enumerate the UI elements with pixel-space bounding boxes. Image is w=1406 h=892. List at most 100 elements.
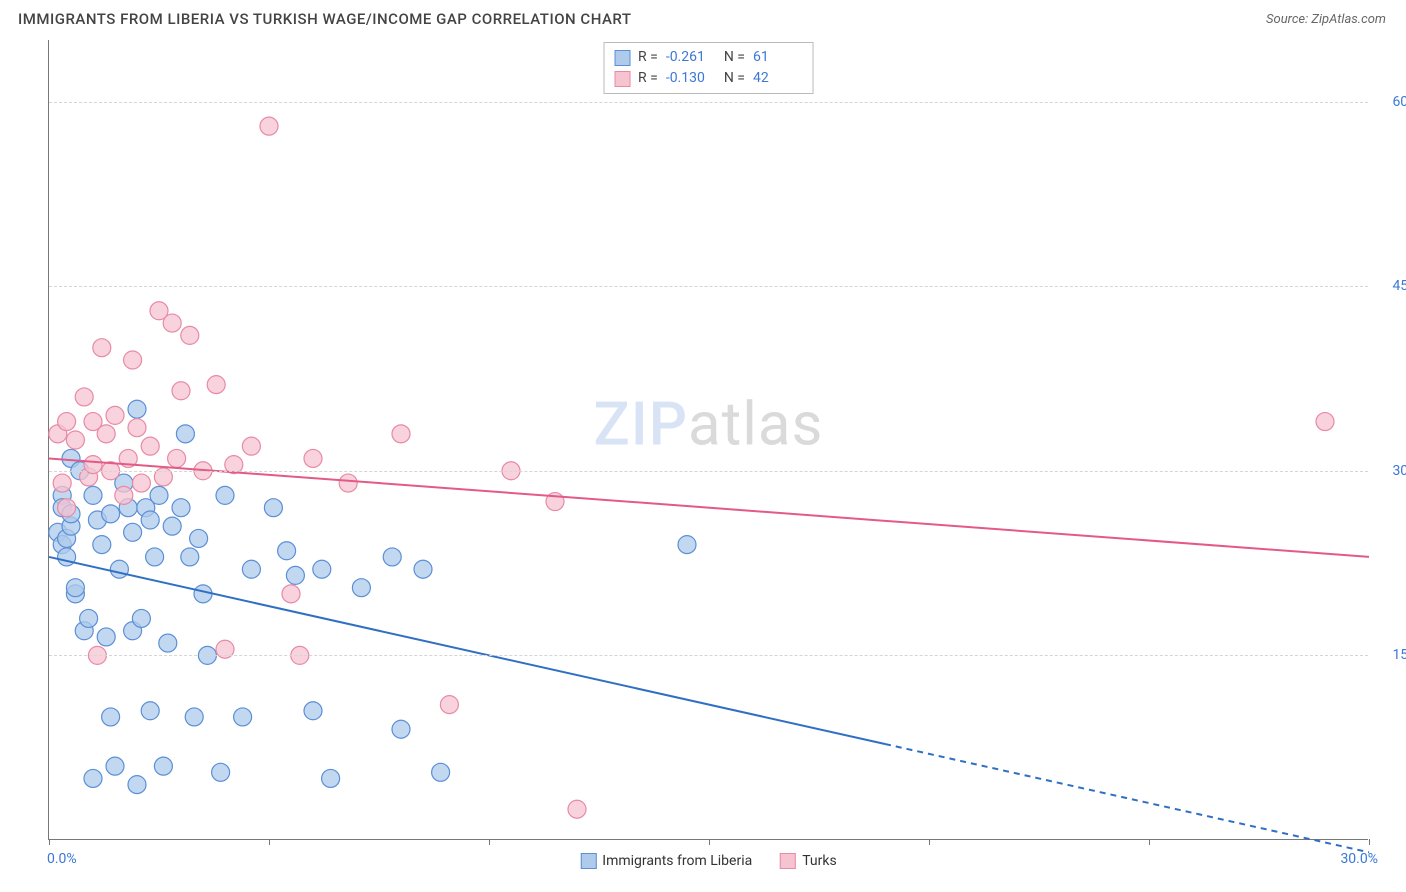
scatter-point (66, 579, 84, 597)
x-tick (49, 839, 50, 845)
scatter-point (128, 776, 146, 794)
scatter-point (383, 548, 401, 566)
series-legend: Immigrants from Liberia Turks (580, 853, 836, 869)
scatter-point (146, 548, 164, 566)
scatter-point (124, 351, 142, 369)
scatter-point (212, 763, 230, 781)
scatter-point (53, 474, 71, 492)
scatter-point (194, 585, 212, 603)
legend-swatch-liberia (580, 853, 596, 869)
x-tick (929, 839, 930, 845)
scatter-point (141, 437, 159, 455)
scatter-point (181, 548, 199, 566)
y-tick-label: 30.0% (1374, 463, 1406, 479)
x-tick (709, 839, 710, 845)
y-tick-label: 45.0% (1374, 278, 1406, 294)
scatter-point (141, 702, 159, 720)
scatter-point (322, 769, 340, 787)
scatter-point (216, 486, 234, 504)
scatter-point (80, 609, 98, 627)
scatter-point (154, 757, 172, 775)
scatter-point (132, 474, 150, 492)
scatter-point (106, 757, 124, 775)
x-tick (489, 839, 490, 845)
scatter-point (1316, 413, 1334, 431)
y-tick-label: 60.0% (1374, 94, 1406, 110)
scatter-point (58, 413, 76, 431)
scatter-point (97, 628, 115, 646)
legend-item-liberia: Immigrants from Liberia (580, 853, 752, 869)
scatter-point (124, 523, 142, 541)
scatter-point (102, 505, 120, 523)
scatter-point (58, 499, 76, 517)
scatter-point (242, 560, 260, 578)
scatter-point (352, 579, 370, 597)
scatter-point (304, 449, 322, 467)
scatter-point (159, 634, 177, 652)
x-axis-min-label: 0.0% (47, 851, 77, 867)
legend-label-liberia: Immigrants from Liberia (602, 853, 752, 869)
scatter-point (339, 474, 357, 492)
x-tick (1149, 839, 1150, 845)
gridline (49, 102, 1368, 103)
legend-item-turks: Turks (780, 853, 837, 869)
scatter-point (163, 314, 181, 332)
scatter-point (568, 800, 586, 818)
scatter-point (110, 560, 128, 578)
scatter-point (185, 708, 203, 726)
scatter-point (132, 609, 150, 627)
scatter-point (242, 437, 260, 455)
x-tick (269, 839, 270, 845)
scatter-point (234, 708, 252, 726)
scatter-point (84, 769, 102, 787)
trend-line (49, 557, 885, 744)
x-tick (1369, 839, 1370, 845)
scatter-point (75, 388, 93, 406)
gridline (49, 655, 1368, 656)
scatter-point (264, 499, 282, 517)
trend-line (49, 458, 1369, 556)
scatter-point (93, 536, 111, 554)
scatter-point (176, 425, 194, 443)
chart-title: IMMIGRANTS FROM LIBERIA VS TURKISH WAGE/… (18, 10, 632, 28)
scatter-point (181, 326, 199, 344)
scatter-point (128, 400, 146, 418)
scatter-svg (49, 40, 1368, 839)
scatter-point (172, 382, 190, 400)
scatter-point (432, 763, 450, 781)
scatter-point (190, 529, 208, 547)
scatter-point (84, 486, 102, 504)
trend-line-dashed (885, 744, 1369, 852)
scatter-point (141, 511, 159, 529)
scatter-point (278, 542, 296, 560)
x-axis-max-label: 30.0% (1340, 851, 1378, 867)
legend-swatch-turks (780, 853, 796, 869)
scatter-point (392, 720, 410, 738)
gridline (49, 471, 1368, 472)
source-label: Source: ZipAtlas.com (1266, 12, 1386, 27)
scatter-point (172, 499, 190, 517)
scatter-point (207, 376, 225, 394)
scatter-point (128, 419, 146, 437)
legend-label-turks: Turks (802, 853, 837, 869)
scatter-point (163, 517, 181, 535)
chart-plot-area: ZIPatlas R = -0.261 N = 61 R = -0.130 N … (48, 40, 1368, 840)
gridline (49, 286, 1368, 287)
scatter-point (106, 406, 124, 424)
scatter-point (678, 536, 696, 554)
scatter-point (282, 585, 300, 603)
scatter-point (414, 560, 432, 578)
scatter-point (260, 117, 278, 135)
y-tick-label: 15.0% (1374, 647, 1406, 663)
scatter-point (66, 431, 84, 449)
scatter-point (150, 486, 168, 504)
scatter-point (115, 486, 133, 504)
scatter-point (168, 449, 186, 467)
scatter-point (313, 560, 331, 578)
scatter-point (97, 425, 115, 443)
scatter-point (102, 708, 120, 726)
scatter-point (440, 696, 458, 714)
scatter-point (304, 702, 322, 720)
scatter-point (286, 566, 304, 584)
scatter-point (93, 339, 111, 357)
